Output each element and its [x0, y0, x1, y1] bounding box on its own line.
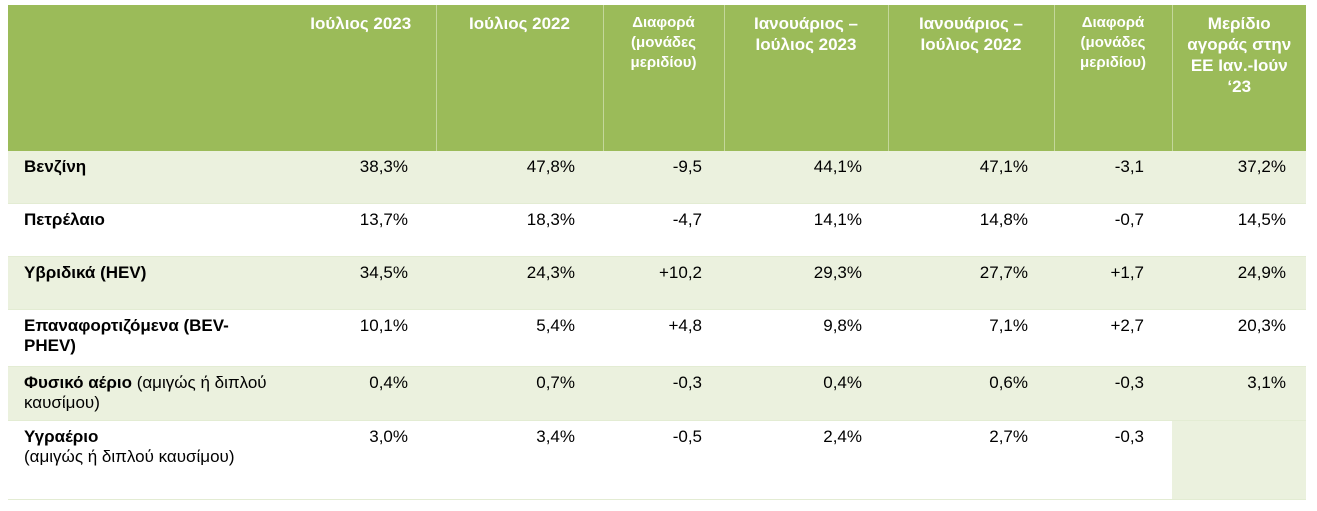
- table-row: Πετρέλαιο 13,7% 18,3% -4,7 14,1% 14,8% -…: [8, 203, 1306, 257]
- row-label: Υγραέριο (αμιγώς ή διπλού καυσίμου): [8, 420, 286, 500]
- cell-eu-share: [1172, 420, 1306, 500]
- table-row: Υβριδικά (HEV) 34,5% 24,3% +10,2 29,3% 2…: [8, 256, 1306, 310]
- cell-jan-jul-2022: 2,7%: [888, 420, 1054, 500]
- cell-difference-2: -0,7: [1054, 203, 1172, 257]
- row-label-main: Βενζίνη: [24, 157, 87, 176]
- cell-jan-jul-2022: 47,1%: [888, 151, 1054, 204]
- cell-jan-jul-2022: 0,6%: [888, 366, 1054, 421]
- row-label-main: Υγραέριο: [24, 427, 99, 446]
- cell-july-2022: 47,8%: [436, 151, 603, 204]
- row-label-main: Υβριδικά (HEV): [24, 263, 147, 282]
- cell-difference-2: +2,7: [1054, 309, 1172, 367]
- cell-jan-jul-2023: 2,4%: [724, 420, 888, 500]
- row-label-suffix: (αμιγώς ή διπλού καυσίμου): [24, 447, 235, 466]
- cell-july-2023: 0,4%: [286, 366, 436, 421]
- table-row: Φυσικό αέριο (αμιγώς ή διπλού καυσίμου) …: [8, 366, 1306, 421]
- table-row: Βενζίνη 38,3% 47,8% -9,5 44,1% 47,1% -3,…: [8, 151, 1306, 204]
- cell-difference-1: +4,8: [603, 309, 724, 367]
- cell-july-2022: 5,4%: [436, 309, 603, 367]
- cell-jan-jul-2023: 9,8%: [724, 309, 888, 367]
- row-label: Επαναφορτιζόμενα (BEV-PHEV): [8, 309, 286, 367]
- row-label-suffix: (αμιγώς ή διπλού καυσίμου): [24, 373, 267, 412]
- table-row: Επαναφορτιζόμενα (BEV-PHEV) 10,1% 5,4% +…: [8, 309, 1306, 367]
- cell-eu-share: 37,2%: [1172, 151, 1306, 204]
- table-row: Υγραέριο (αμιγώς ή διπλού καυσίμου) 3,0%…: [8, 420, 1306, 500]
- cell-jan-jul-2023: 0,4%: [724, 366, 888, 421]
- header-eu-market-share: Μερίδιο αγοράς στην ΕΕ Ιαν.-Ιούν ‘23: [1172, 5, 1306, 151]
- row-label: Φυσικό αέριο (αμιγώς ή διπλού καυσίμου): [8, 366, 286, 421]
- row-label: Βενζίνη: [8, 151, 286, 204]
- cell-difference-1: -0,5: [603, 420, 724, 500]
- row-label-main: Πετρέλαιο: [24, 210, 105, 229]
- cell-eu-share: 24,9%: [1172, 256, 1306, 310]
- cell-july-2023: 13,7%: [286, 203, 436, 257]
- cell-difference-2: -3,1: [1054, 151, 1172, 204]
- cell-difference-1: -9,5: [603, 151, 724, 204]
- header-blank: [8, 5, 286, 151]
- cell-difference-1: -4,7: [603, 203, 724, 257]
- cell-difference-2: +1,7: [1054, 256, 1172, 310]
- cell-difference-1: -0,3: [603, 366, 724, 421]
- cell-jan-jul-2023: 44,1%: [724, 151, 888, 204]
- header-jan-jul-2022: Ιανουάριος – Ιούλιος 2022: [888, 5, 1055, 151]
- cell-jan-jul-2023: 14,1%: [724, 203, 888, 257]
- cell-jan-jul-2022: 27,7%: [888, 256, 1054, 310]
- cell-july-2022: 18,3%: [436, 203, 603, 257]
- cell-eu-share: 14,5%: [1172, 203, 1306, 257]
- row-label: Πετρέλαιο: [8, 203, 286, 257]
- cell-july-2022: 0,7%: [436, 366, 603, 421]
- row-label-main: Επαναφορτιζόμενα (BEV-PHEV): [24, 316, 229, 355]
- header-jan-jul-2023: Ιανουάριος – Ιούλιος 2023: [724, 5, 889, 151]
- cell-july-2022: 3,4%: [436, 420, 603, 500]
- cell-difference-2: -0,3: [1054, 420, 1172, 500]
- header-difference-2: Διαφορά (μονάδες μεριδίου): [1054, 5, 1173, 151]
- cell-difference-2: -0,3: [1054, 366, 1172, 421]
- row-label-main: Φυσικό αέριο: [24, 373, 132, 392]
- cell-july-2023: 3,0%: [286, 420, 436, 500]
- cell-eu-share: 20,3%: [1172, 309, 1306, 367]
- cell-eu-share: 3,1%: [1172, 366, 1306, 421]
- cell-july-2023: 10,1%: [286, 309, 436, 367]
- cell-july-2023: 38,3%: [286, 151, 436, 204]
- row-label: Υβριδικά (HEV): [8, 256, 286, 310]
- cell-july-2023: 34,5%: [286, 256, 436, 310]
- header-july-2022: Ιούλιος 2022: [436, 5, 604, 151]
- cell-jan-jul-2023: 29,3%: [724, 256, 888, 310]
- fuel-share-table: Ιούλιος 2023 Ιούλιος 2022 Διαφορά (μονάδ…: [8, 5, 1306, 500]
- cell-jan-jul-2022: 14,8%: [888, 203, 1054, 257]
- header-july-2023: Ιούλιος 2023: [286, 5, 437, 151]
- header-row: Ιούλιος 2023 Ιούλιος 2022 Διαφορά (μονάδ…: [8, 5, 1306, 151]
- cell-jan-jul-2022: 7,1%: [888, 309, 1054, 367]
- fuel-share-table-container: Ιούλιος 2023 Ιούλιος 2022 Διαφορά (μονάδ…: [8, 5, 1306, 500]
- header-difference-1: Διαφορά (μονάδες μεριδίου): [603, 5, 725, 151]
- cell-july-2022: 24,3%: [436, 256, 603, 310]
- cell-difference-1: +10,2: [603, 256, 724, 310]
